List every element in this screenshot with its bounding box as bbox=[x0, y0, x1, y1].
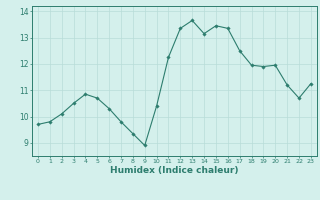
X-axis label: Humidex (Indice chaleur): Humidex (Indice chaleur) bbox=[110, 166, 239, 175]
